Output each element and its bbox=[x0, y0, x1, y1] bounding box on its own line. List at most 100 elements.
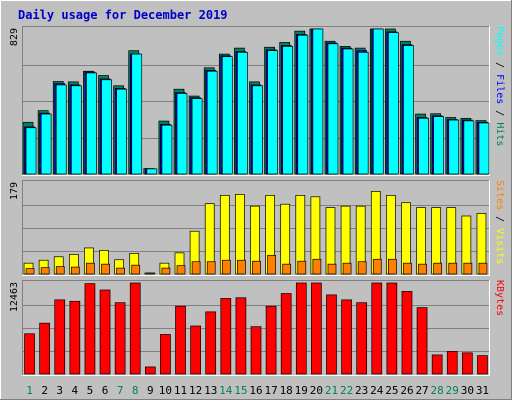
bar-kbytes-day-6 bbox=[99, 289, 111, 375]
bar-pages-day-1 bbox=[25, 127, 37, 175]
bar-kbytes-day-5 bbox=[84, 283, 96, 375]
bar-pages-day-19 bbox=[297, 34, 309, 175]
panel-kbytes: 12463 KBytes bbox=[9, 280, 505, 376]
bar-sites-day-25 bbox=[388, 258, 397, 275]
day-label: 1 bbox=[26, 384, 33, 397]
bar-pages-day-14 bbox=[221, 56, 233, 175]
bar-sites-day-28 bbox=[433, 262, 443, 275]
side-legend-segment: Visits bbox=[494, 228, 505, 264]
side-legend-label: Sites / Visits bbox=[494, 180, 505, 264]
day-label: 11 bbox=[174, 384, 187, 397]
bar-kbytes-day-11 bbox=[175, 305, 186, 375]
day-label: 3 bbox=[56, 384, 63, 397]
bar-kbytes-day-12 bbox=[190, 325, 201, 375]
bar-kbytes-day-24 bbox=[371, 282, 383, 375]
bar-sites-day-17 bbox=[267, 254, 276, 275]
bar-pages-day-3 bbox=[55, 84, 67, 175]
side-legend-label: KBytes bbox=[494, 280, 505, 316]
bar-pages-day-28 bbox=[433, 116, 445, 175]
bar-sites-day-10 bbox=[161, 267, 171, 275]
bar-sites-day-21 bbox=[327, 263, 337, 275]
bar-sites-day-5 bbox=[86, 262, 95, 275]
day-label: 12 bbox=[189, 384, 202, 397]
bar-kbytes-day-16 bbox=[250, 326, 262, 375]
bar-pages-day-17 bbox=[267, 50, 278, 175]
day-label: 22 bbox=[340, 384, 353, 397]
y-max-label: 12463 bbox=[9, 282, 20, 312]
bar-kbytes-day-10 bbox=[160, 334, 171, 375]
bar-kbytes-day-19 bbox=[295, 282, 307, 375]
bar-kbytes-day-30 bbox=[462, 352, 473, 375]
bar-kbytes-day-1 bbox=[24, 333, 35, 375]
bar-pages-day-31 bbox=[478, 122, 490, 175]
bar-kbytes-day-14 bbox=[220, 298, 232, 375]
bar-sites-day-11 bbox=[176, 265, 186, 275]
bar-pages-day-9 bbox=[146, 168, 158, 175]
side-legend-segment: Hits bbox=[494, 122, 505, 146]
bar-sites-day-2 bbox=[40, 267, 50, 275]
bar-pages-day-8 bbox=[131, 53, 143, 175]
bar-kbytes-day-18 bbox=[280, 293, 292, 375]
bar-pages-day-11 bbox=[176, 93, 188, 175]
bar-kbytes-day-31 bbox=[477, 355, 488, 375]
day-label: 15 bbox=[234, 384, 247, 397]
bar-pages-day-12 bbox=[191, 98, 203, 175]
day-label: 13 bbox=[204, 384, 217, 397]
day-label: 19 bbox=[295, 384, 308, 397]
bar-kbytes-day-2 bbox=[39, 322, 50, 375]
side-legend-segment: / bbox=[494, 104, 505, 122]
bar-kbytes-day-28 bbox=[431, 354, 443, 375]
bar-kbytes-day-22 bbox=[341, 299, 352, 375]
panel-hits-files-pages: 829 Pages / Files / Hits bbox=[9, 26, 505, 176]
bar-sites-day-1 bbox=[25, 268, 35, 275]
day-label: 20 bbox=[310, 384, 323, 397]
day-label: 16 bbox=[249, 384, 262, 397]
bar-sites-day-29 bbox=[448, 262, 458, 275]
day-label: 8 bbox=[132, 384, 139, 397]
bar-sites-day-15 bbox=[237, 259, 246, 275]
bar-pages-day-21 bbox=[327, 43, 339, 175]
bar-kbytes-day-9 bbox=[144, 366, 156, 375]
bar-pages-day-30 bbox=[463, 120, 475, 175]
day-label: 7 bbox=[117, 384, 124, 397]
bar-pages-day-27 bbox=[418, 117, 429, 175]
bar-sites-day-23 bbox=[357, 261, 367, 275]
bar-kbytes-day-26 bbox=[401, 291, 413, 375]
day-label: 25 bbox=[385, 384, 398, 397]
bar-pages-day-5 bbox=[86, 72, 97, 175]
day-label: 24 bbox=[370, 384, 384, 397]
side-legend-segment: / bbox=[494, 56, 505, 74]
bar-kbytes-day-4 bbox=[69, 300, 81, 375]
bar-kbytes-day-29 bbox=[446, 351, 458, 375]
bar-kbytes-day-8 bbox=[129, 282, 141, 375]
day-label: 30 bbox=[461, 384, 474, 397]
day-label: 18 bbox=[280, 384, 293, 397]
bar-sites-day-30 bbox=[463, 262, 473, 275]
side-legend-segment: / bbox=[494, 210, 505, 228]
day-label: 27 bbox=[415, 384, 428, 397]
bar-kbytes-day-21 bbox=[326, 294, 337, 375]
day-label: 17 bbox=[264, 384, 277, 397]
bar-sites-day-6 bbox=[101, 263, 110, 275]
day-label: 5 bbox=[87, 384, 94, 397]
side-legend-segment: Sites bbox=[494, 180, 505, 210]
bar-kbytes-day-17 bbox=[265, 305, 277, 375]
bar-pages-day-10 bbox=[161, 124, 173, 175]
day-label: 14 bbox=[219, 384, 233, 397]
y-max-label: 179 bbox=[9, 182, 20, 200]
bar-sites-day-4 bbox=[70, 266, 80, 275]
bar-pages-day-15 bbox=[237, 52, 248, 175]
bar-sites-day-19 bbox=[297, 260, 307, 275]
x-axis-day-labels: 1 2 3 4 5 6 7 8 9 10 11 12 13 14 15 16 17 18 19 20 21 22 23 24 2… bbox=[26, 384, 489, 397]
bar-pages-day-18 bbox=[282, 46, 294, 175]
bar-sites-day-26 bbox=[403, 262, 412, 275]
y-max-label: 829 bbox=[9, 28, 20, 46]
bar-pages-day-24 bbox=[372, 28, 384, 175]
bar-kbytes-day-13 bbox=[205, 311, 217, 375]
day-label: 10 bbox=[159, 384, 172, 397]
bar-kbytes-day-15 bbox=[235, 297, 247, 375]
bar-sites-day-27 bbox=[418, 263, 427, 275]
bar-kbytes-day-20 bbox=[311, 282, 322, 375]
bar-visits-day-18 bbox=[280, 203, 291, 275]
bar-sites-day-12 bbox=[191, 261, 201, 275]
